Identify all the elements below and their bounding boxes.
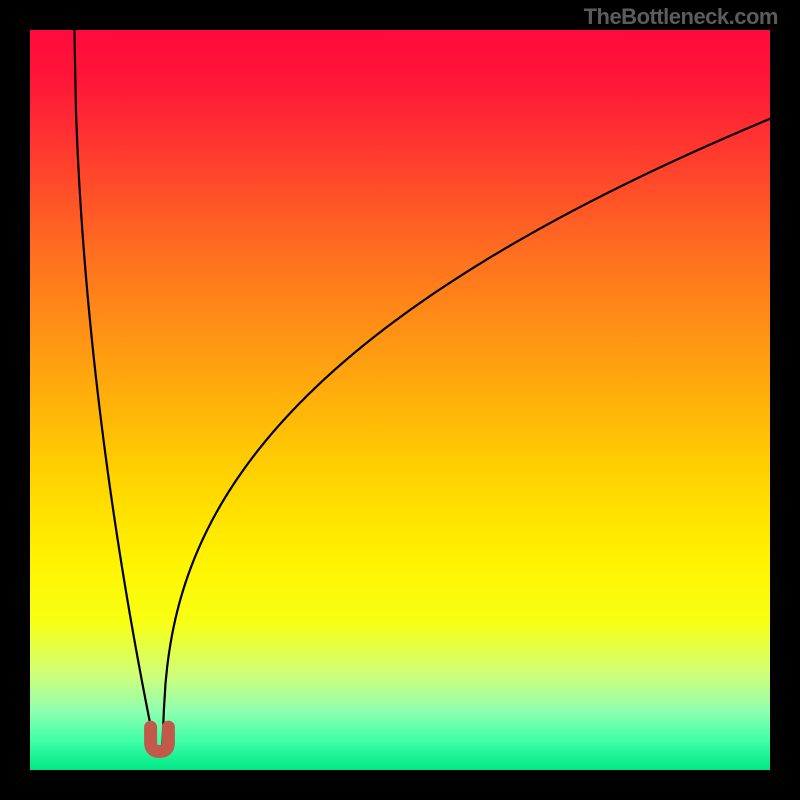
plot-svg [30, 30, 770, 770]
plot-area [30, 30, 770, 770]
gradient-background [30, 30, 770, 770]
watermark-text: TheBottleneck.com [584, 4, 778, 30]
